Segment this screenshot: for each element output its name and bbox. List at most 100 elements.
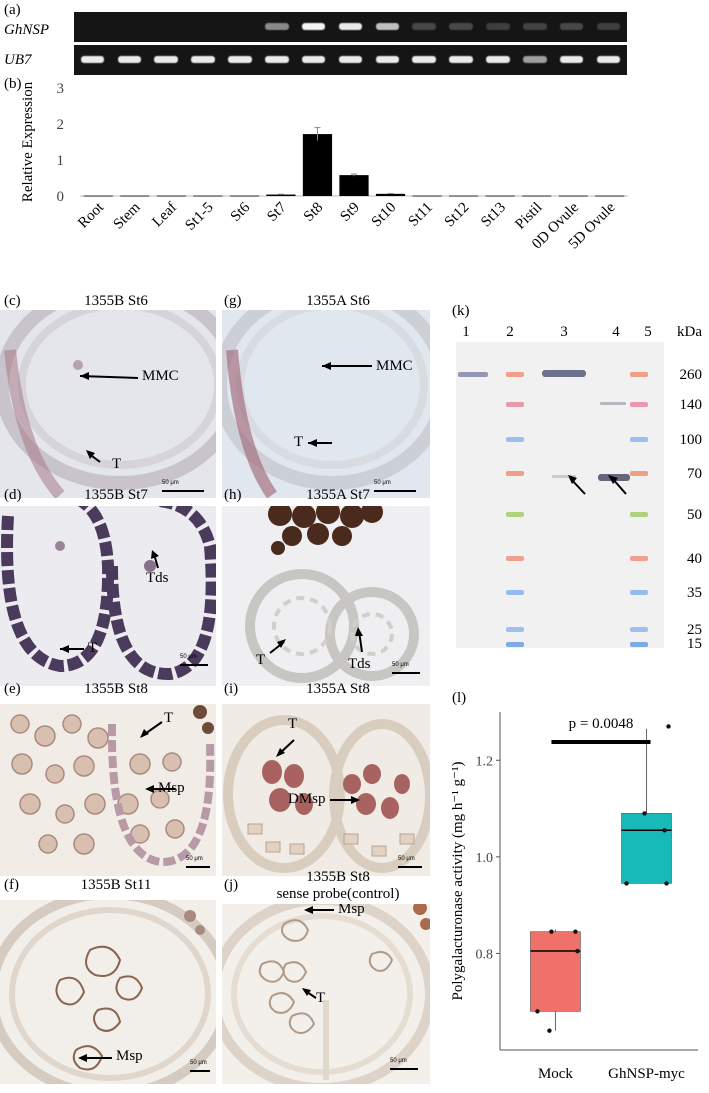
x-tick-label: Mock [538,1066,573,1082]
arrowhead [568,475,577,484]
marker-band [506,512,524,517]
micrograph-f-title: 1355B St11 [80,877,152,893]
panel-label-c: (c) [4,293,21,309]
x-tick-label: St1-5 [182,200,216,234]
x-tick-label: Stem [111,199,144,232]
label-mmc: MMC [376,358,413,374]
lane-label: 5 [644,324,652,340]
bar [339,175,369,196]
gel-band [559,56,584,63]
gel-strip-gene2 [74,45,627,75]
marker-band [506,556,524,561]
panel-label-l: (l) [452,690,467,706]
micrograph-i: T DMsp 50 μm [222,704,430,876]
label-tds: Tds [348,656,371,672]
bar [522,195,552,197]
marker-band [630,437,648,442]
marker-band [630,512,648,517]
x-tick-label: St12 [442,200,473,231]
gel-band [412,23,437,30]
marker-band [506,471,524,476]
data-point [624,881,629,886]
marker-label: 100 [680,432,703,448]
data-point [664,881,669,886]
label-t: T [112,456,122,472]
y-tick-label: 1 [57,153,65,169]
relative-expression-bar-chart: 0 1 2 3 Relative Expression Root Stem Leaf St1-5… [20,81,628,252]
label-msp: Msp [158,780,185,796]
box [621,813,672,884]
x-tick-label: St13 [478,200,509,231]
bar [302,134,333,196]
label-mmc: MMC [142,368,179,384]
x-tick-label: GhNSP-myc [608,1066,685,1082]
label-dmsp: DMsp [288,791,326,807]
x-tick-label: St6 [228,199,254,225]
y-tick-label: 1.0 [476,851,494,866]
scale-label: 50 μm [190,1060,207,1066]
data-point [642,811,647,816]
gel-band [80,56,105,63]
micrograph-g: MMC T 50 μm [222,310,430,498]
data-point [666,724,671,729]
label-t: T [288,716,298,732]
gel-band [486,56,510,63]
lane-label: 4 [612,324,620,340]
marker-band [630,642,648,647]
blot-membrane [456,342,664,648]
gel-gene2-label: UB7 [4,52,32,68]
label-t: T [256,652,266,668]
scale-bar [162,490,204,492]
marker-band [506,372,524,377]
y-tick-label: 2 [57,117,65,133]
scale-label: 50 μm [186,856,203,862]
y-tick-label: 1.2 [476,754,494,769]
panel-label-d: (d) [4,487,22,503]
unit-label: kDa [677,324,702,340]
scale-bar [392,672,420,674]
bar [120,195,150,197]
label-tds: Tds [146,570,169,586]
gel-band [154,56,178,63]
gel-band [338,56,363,63]
y-tick-label: 0 [57,189,65,205]
protein-band [458,372,488,377]
marker-band [506,627,524,632]
label-msp: Msp [338,904,365,917]
scale-label: 50 μm [180,654,197,660]
x-tick-label: St8 [301,200,326,225]
x-tick-label: St10 [369,200,400,231]
label-msp: Msp [116,1048,143,1064]
bar [412,195,442,197]
micrograph-e-title: 1355B St8 [84,681,148,697]
x-tick-label: St7 [264,199,290,225]
marker-label: 40 [687,551,702,567]
panel-label-a: (a) [4,2,21,18]
gel-band [228,56,252,63]
bar [448,195,479,197]
scale-label: 50 μm [390,1058,407,1064]
data-point [535,1009,540,1014]
y-axis-label: Relative Expression [20,81,36,202]
gel-band [559,23,584,30]
micrograph-e: T Msp 50 μm [0,704,216,876]
gel-band [117,56,142,63]
x-tick-label: Pistil [512,200,545,233]
y-tick-label: 0.8 [476,947,494,962]
bar [229,195,260,197]
micrograph-d: Tds T 50 μm [0,506,216,686]
bar [266,194,296,196]
marker-label: 140 [680,397,703,413]
y-tick-label: 3 [57,81,65,97]
gel-band [375,56,400,63]
panel-label-i: (i) [224,681,239,697]
marker-band [630,372,648,377]
scale-label: 50 μm [162,480,179,486]
marker-band [630,590,648,595]
label-t: T [164,710,174,726]
bar [156,195,186,197]
gel-band [449,56,473,63]
marker-label: 70 [687,466,702,482]
y-axis-label: Polygalacturonase activity (mg h⁻¹ g⁻¹) [450,762,466,1001]
